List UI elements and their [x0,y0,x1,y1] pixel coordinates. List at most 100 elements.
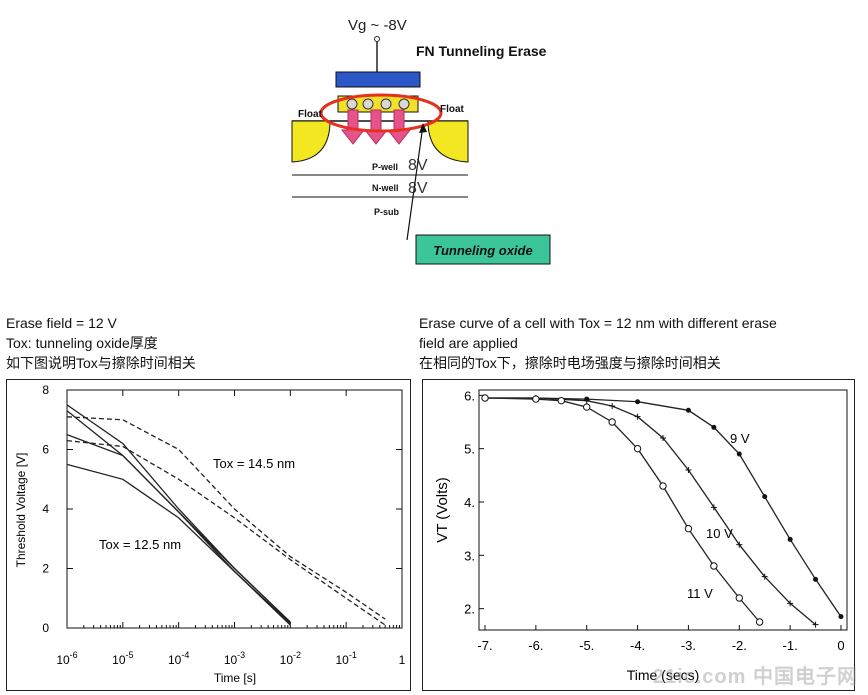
right-point-2 [609,403,616,409]
gate-terminal [374,36,380,42]
left-caption: Erase field = 12 V Tox: tunneling oxide厚… [6,313,406,373]
tunneling-oxide-box [415,234,551,265]
right-caption-line3: 在相同的Tox下，擦除时电场强度与擦除时间相关 [419,355,721,371]
right-x-tick-label: -3. [681,638,696,653]
right-point-1 [711,424,717,430]
right-point-3 [557,396,565,405]
right-chart-panel: -7. -6. -5. -4. -3. -2. -1. 0 2. 3. 4. 5. 6. Time (s… [422,379,855,691]
right-point-1 [838,614,844,620]
right-point-3 [608,418,616,426]
electron-markers [346,98,410,110]
right-point-3 [659,482,667,490]
left-y-tick-label: 6 [42,443,49,457]
pointer-line [406,124,424,241]
right-point-2 [761,573,768,580]
left-series-line-6 [66,439,386,626]
right-y-tick-label: 5. [464,442,475,457]
left-x-tick-label: 10-4 [168,650,189,667]
left-x-tick-label: 10-1 [335,650,356,667]
right-plot-frame [478,389,848,631]
psub-label: P-sub [374,207,400,217]
right-point-2 [736,541,743,548]
left-x-tick-label: 10-2 [280,650,301,667]
right-point-2 [812,621,819,628]
right-point-3 [481,394,489,402]
left-x-tick-label: 10-6 [56,650,77,667]
right-x-tick-label: -7. [477,638,492,653]
source-region [291,120,331,163]
left-caption-line1: Erase field = 12 V [6,315,117,331]
right-series-line-1 [485,397,842,618]
right-x-tick-label: -4. [630,638,645,653]
float-left-label: Float [298,109,323,120]
right-x-tick-label: -6. [528,638,543,653]
right-caption: Erase curve of a cell with Tox = 12 nm w… [419,313,864,373]
right-y-tick-label: 4. [464,495,475,510]
annotation-tox-12-5: Tox = 12.5 nm [99,537,181,552]
left-caption-line3: 如下图说明Tox与擦除时间相关 [6,355,196,371]
left-y-tick-label: 4 [42,502,49,516]
right-point-3 [633,444,642,453]
left-series-line-2 [66,410,291,623]
annotation-11v: 11 V [687,586,713,601]
annotation-tox-14-5: Tox = 14.5 nm [213,456,295,471]
right-caption-line1: Erase curve of a cell with Tox = 12 nm w… [419,315,777,331]
left-series-line-5 [66,416,386,620]
right-y-tick-label: 3. [464,548,475,563]
drain-region [427,120,469,163]
right-point-1 [685,407,691,413]
right-point-2 [634,413,641,420]
right-caption-line2: field are applied [419,335,518,351]
right-x-tick-label: -1. [783,638,798,653]
right-point-1 [787,536,793,542]
left-x-tick-label: 10-5 [112,650,133,667]
tunneling-highlight [319,93,443,133]
tunneling-arrows [340,109,412,145]
right-x-tick-label: 0 [837,638,844,653]
right-x-axis-label: Time (secs) [627,667,700,683]
right-y-tick-label: 6. [464,388,475,403]
control-gate [335,71,421,88]
right-point-2 [685,467,692,473]
left-y-axis-label: Threshold Voltage [V] [14,453,28,568]
right-point-1 [736,451,742,457]
right-point-2 [583,397,590,404]
nwell-voltage: 8V [408,180,428,197]
left-x-tick-label: 10-3 [224,650,245,667]
right-y-tick-label: 2. [464,602,475,617]
left-y-tick-label: 0 [42,621,49,635]
left-x-tick-label: 1 [399,653,406,667]
annotation-9v: 9 V [730,431,750,446]
left-y-tick-label: 8 [42,383,49,397]
right-x-tick-label: -5. [579,638,594,653]
pwell-label: P-well [372,162,398,172]
right-point-3 [735,594,743,602]
right-x-tick-label: -2. [732,638,747,653]
right-point-1 [635,399,641,405]
pointer-arrowhead [419,123,427,133]
nwell-label: N-well [372,183,399,193]
right-series-line-2 [485,397,817,626]
right-chart: -7. -6. -5. -4. -3. -2. -1. 0 2. 3. 4. 5. 6. Time (s… [434,388,848,683]
right-y-axis-label: VT (Volts) [434,477,451,543]
right-point-1 [762,494,768,500]
float-right-label: Float [440,104,465,115]
right-point-2 [710,504,717,511]
right-point-3 [532,395,540,403]
watermark: 21ic.com 中国电子网 [652,666,858,688]
right-point-3 [684,524,693,533]
right-point-3 [710,562,718,570]
right-point-2 [787,600,794,607]
right-point-2 [660,435,666,441]
right-point-3 [583,403,591,411]
annotation-10v: 10 V [706,526,733,541]
left-caption-line2: Tox: tunneling oxide厚度 [6,335,158,351]
left-chart-panel: 10-6 10-5 10-4 10-3 10-2 10-1 1 0 2 4 6 8 Time [s] … [6,379,411,691]
diagram-title: FN Tunneling Erase [416,43,547,59]
fn-tunneling-diagram: Vg ~ -8V FN Tunneling Erase Float Float … [291,17,551,265]
tunneling-oxide-label: Tunneling oxide [433,243,532,258]
left-series-line-4 [66,463,291,626]
left-x-axis-label: Time [s] [214,671,256,685]
vg-label: Vg ~ -8V [348,17,407,34]
